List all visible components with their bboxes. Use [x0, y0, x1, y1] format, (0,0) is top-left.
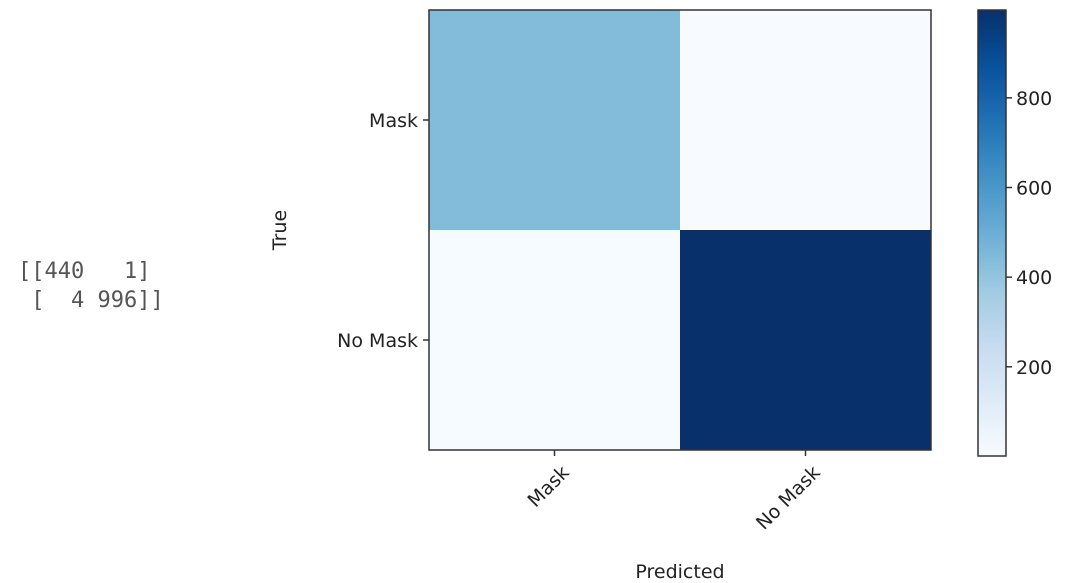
x-tick-label: No Mask: [752, 462, 825, 535]
heatmap-cell-0-1: [680, 10, 931, 230]
matrix-row-2: [ 4 996]]: [18, 288, 164, 313]
x-axis-label: Predicted: [635, 561, 724, 583]
y-tick-label: Mask: [369, 110, 418, 132]
y-tick-label: No Mask: [337, 330, 418, 352]
confusion-matrix-printout: [[440 1] [ 4 996]]: [18, 257, 164, 315]
x-axis-ticks: Mask No Mask: [523, 450, 825, 535]
colorbar-tick-label: 800: [1016, 88, 1052, 110]
colorbar-tick-label: 600: [1016, 178, 1052, 200]
y-axis-label: True: [269, 210, 291, 251]
colorbar-tick-label: 400: [1016, 267, 1052, 289]
heatmap-cell-0-0: [429, 10, 680, 230]
heatmap-cell-1-0: [429, 230, 680, 450]
colorbar: [977, 9, 1007, 457]
y-axis-ticks: Mask No Mask: [337, 110, 429, 352]
x-tick-label: Mask: [523, 462, 573, 512]
heatmap-cell-1-1: [680, 230, 931, 450]
matrix-row-1: [[440 1]: [18, 259, 151, 284]
heatmap-cells: [429, 10, 931, 450]
colorbar-tick-label: 200: [1016, 357, 1052, 379]
colorbar-ticks: 200 400 600 800: [1006, 88, 1052, 379]
plot-frame: [428, 9, 932, 451]
